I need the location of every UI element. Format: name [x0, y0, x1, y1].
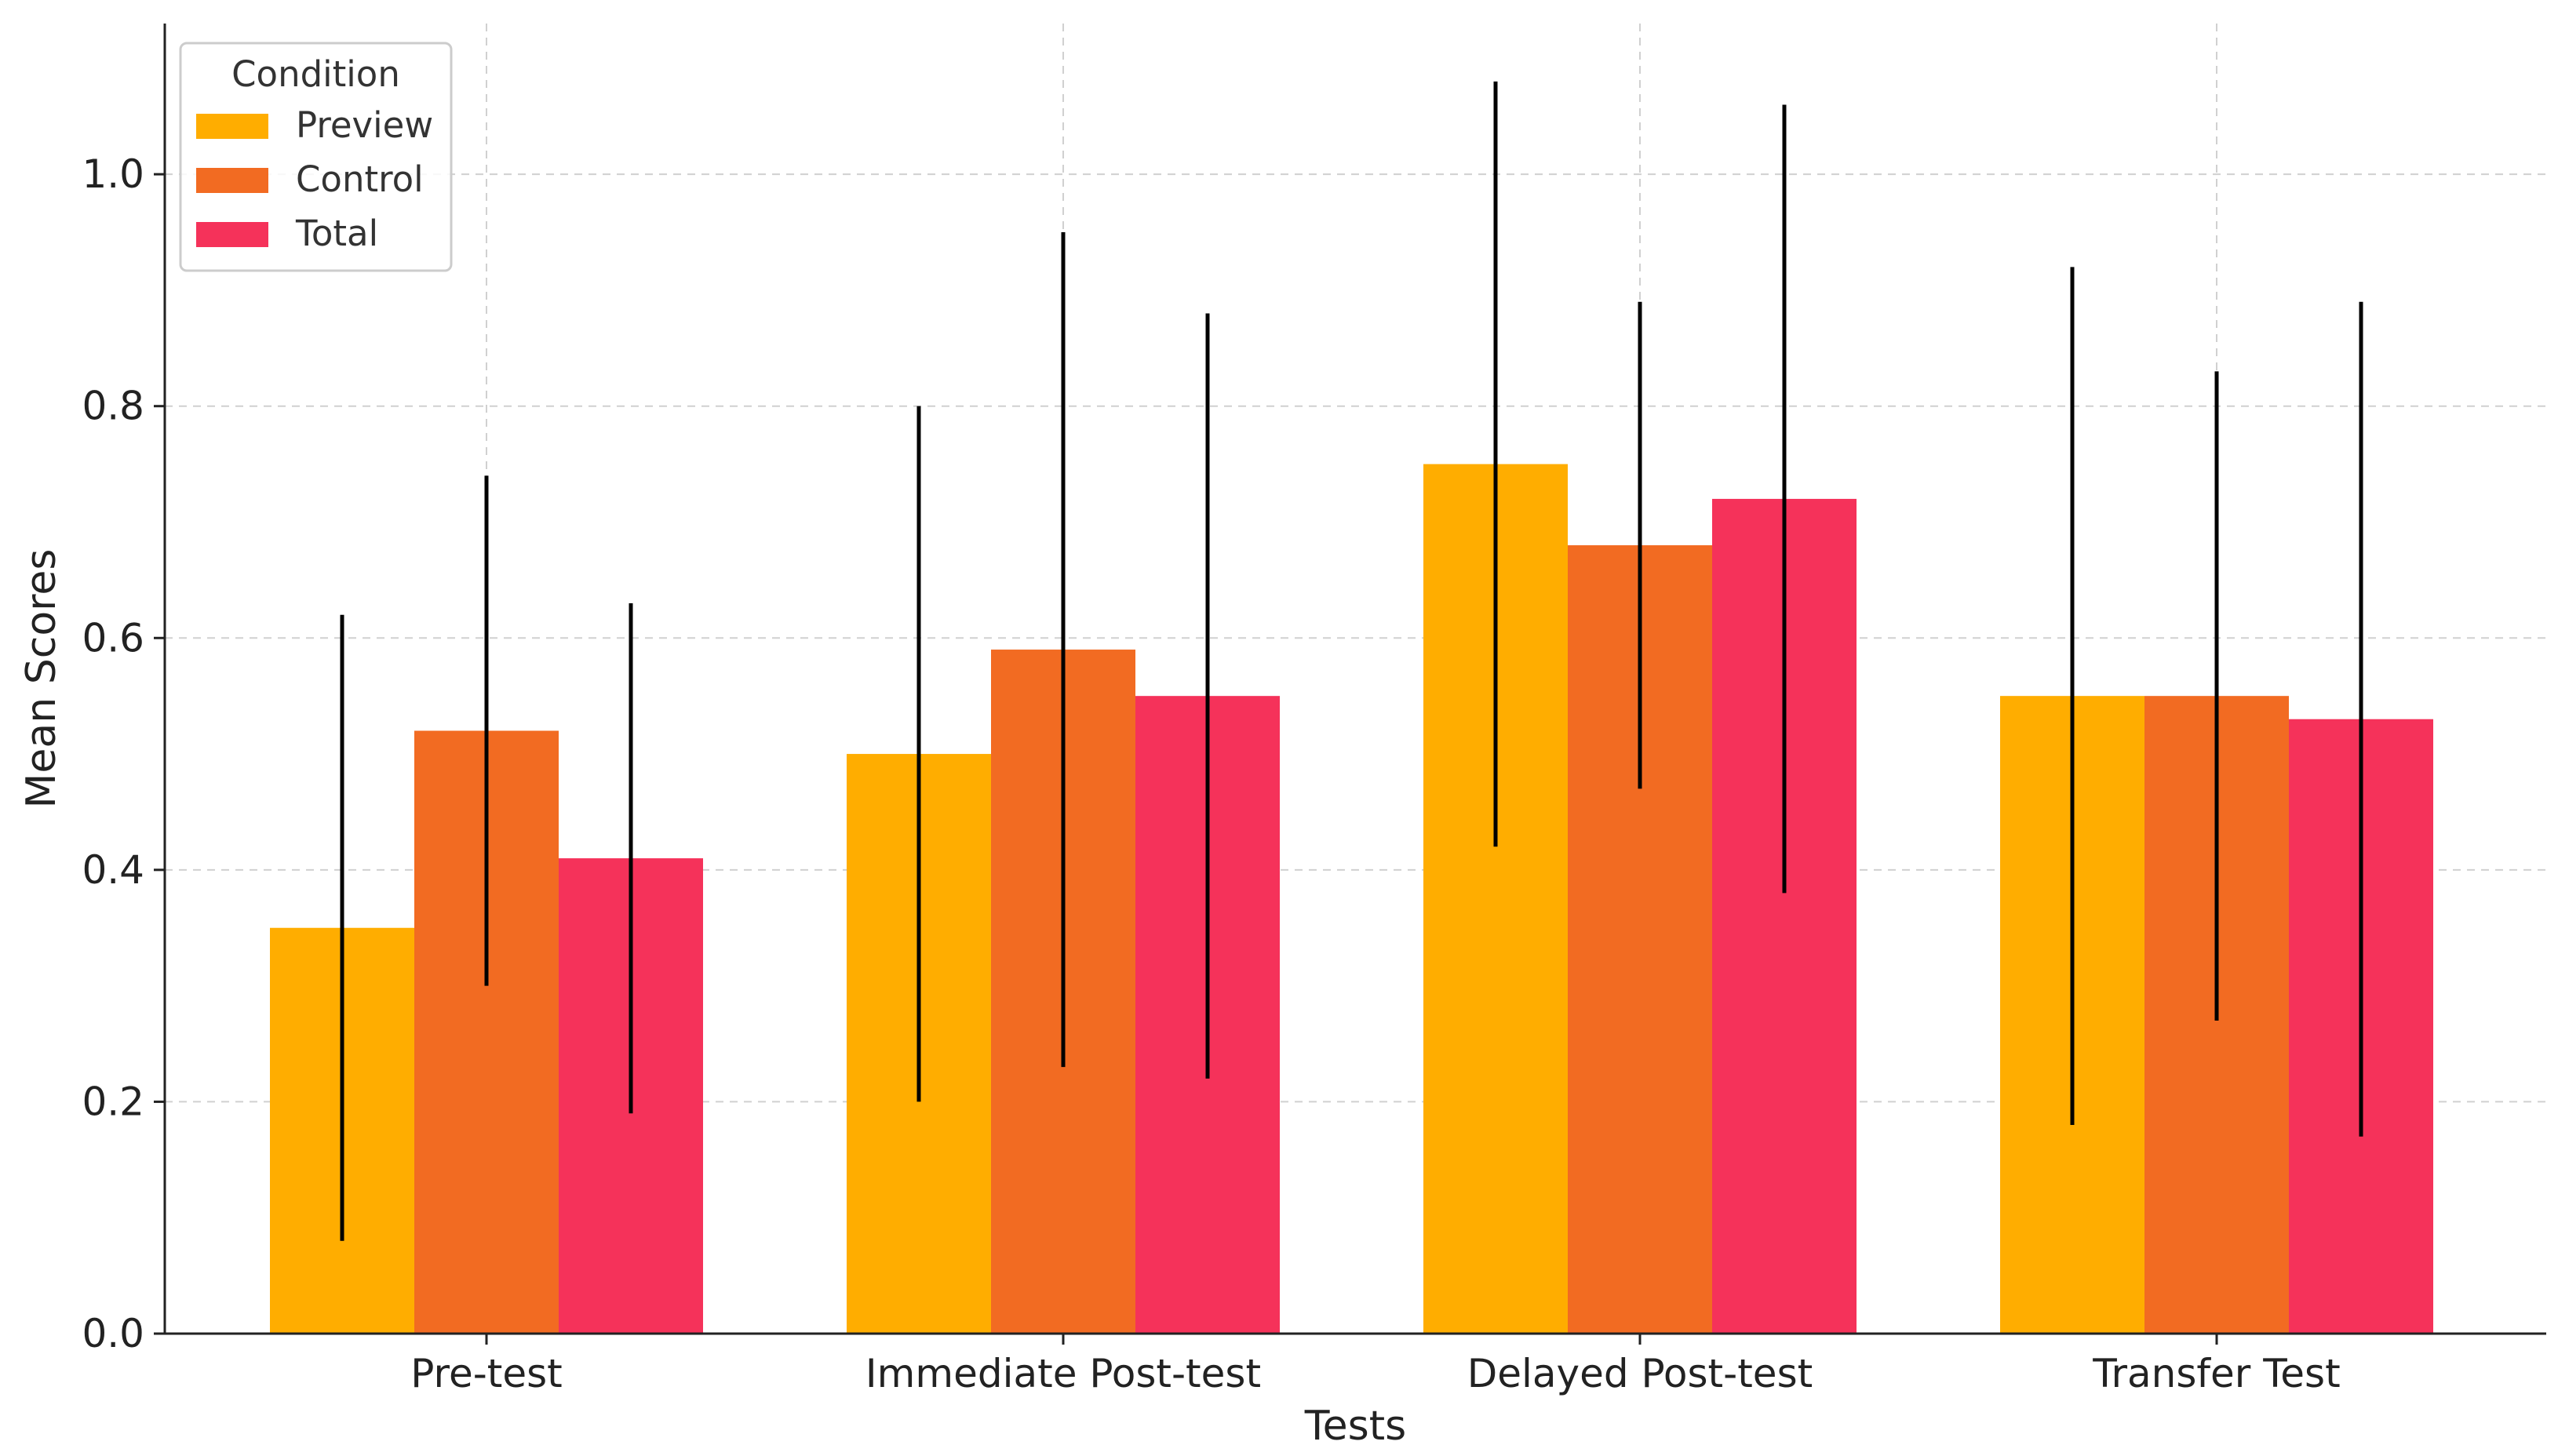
legend: Condition Preview Control Total	[179, 42, 453, 272]
legend-items: Preview Control Total	[196, 104, 433, 254]
x-tick-label: Pre-test	[410, 1351, 563, 1396]
legend-swatch-preview	[196, 114, 268, 139]
y-tick-label: 0.4	[82, 847, 144, 893]
legend-swatch-total	[196, 222, 268, 247]
legend-box	[179, 42, 453, 272]
y-tick-label: 0.6	[82, 615, 144, 661]
y-axis-label: Mean Scores	[18, 549, 65, 809]
y-tick-label: 0.2	[82, 1079, 144, 1124]
error-bars	[340, 81, 2363, 1241]
legend-title: Condition	[231, 53, 400, 95]
tick-labels: 0.0 0.2 0.4 0.6 0.8 1.0 Pre-test Immediate Post…	[82, 151, 2340, 1396]
axes	[154, 24, 2546, 1345]
legend-label-total: Total	[295, 213, 378, 254]
x-tick-label: Immediate Post-test	[865, 1351, 1261, 1396]
legend-label-control: Control	[296, 158, 424, 200]
x-axis-label: Tests	[1304, 1403, 1407, 1450]
y-tick-label: 1.0	[82, 151, 144, 197]
x-tick-label: Transfer Test	[2092, 1351, 2340, 1396]
legend-label-preview: Preview	[296, 104, 433, 146]
y-tick-label: 0.0	[82, 1311, 144, 1356]
y-tick-label: 0.8	[82, 384, 144, 429]
x-tick-label: Delayed Post-test	[1467, 1351, 1813, 1396]
bars	[270, 464, 2433, 1334]
legend-swatch-control	[196, 168, 268, 193]
